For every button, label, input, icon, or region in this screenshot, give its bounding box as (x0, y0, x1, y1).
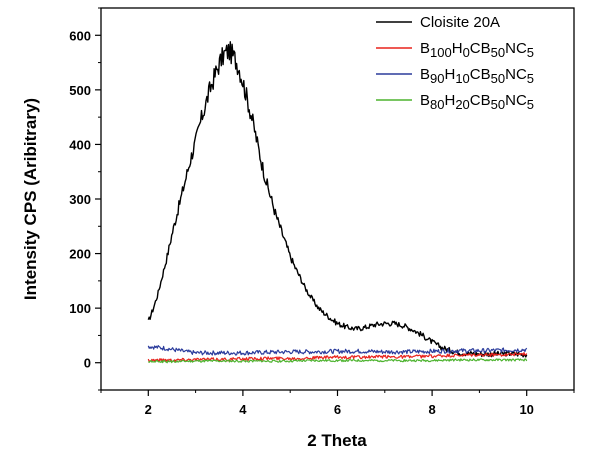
y-axis-title: Intensity CPS (Aribitrary) (21, 98, 40, 300)
legend-label-3: B80H20CB50NC5 (420, 92, 534, 112)
legend: Cloisite 20AB100H0CB50NC5B90H10CB50NC5B8… (376, 14, 534, 112)
y-tick-label: 300 (69, 192, 91, 207)
series-line-3 (147, 358, 528, 364)
legend-text-part: 5 (527, 45, 534, 60)
legend-text-part: 90 (430, 71, 444, 86)
legend-label-1: B100H0CB50NC5 (420, 40, 534, 60)
y-tick-label: 500 (69, 83, 91, 98)
series-line-2 (147, 345, 528, 356)
legend-text-part: Cloisite 20A (420, 14, 500, 31)
x-tick-label: 10 (519, 402, 533, 417)
legend-text-part: B (420, 40, 430, 57)
legend-text-part: CB (470, 92, 491, 109)
plot-frame (100, 7, 575, 391)
y-tick-label: 200 (69, 247, 91, 262)
legend-text-part: 20 (455, 97, 469, 112)
legend-label-2: B90H10CB50NC5 (420, 66, 534, 86)
legend-text-part: B (420, 92, 430, 109)
legend-text-part: NC (505, 92, 527, 109)
legend-text-part: 10 (455, 71, 469, 86)
x-tick-label: 4 (239, 402, 247, 417)
y-tick-label: 600 (69, 28, 91, 43)
legend-text-part: 50 (491, 45, 505, 60)
x-axis-title: 2 Theta (307, 431, 367, 450)
legend-text-part: 5 (527, 71, 534, 86)
x-tick-label: 2 (145, 402, 152, 417)
legend-text-part: 50 (491, 97, 505, 112)
legend-label-0: Cloisite 20A (420, 14, 500, 31)
legend-text-part: H (444, 66, 455, 83)
legend-text-part: CB (470, 66, 491, 83)
x-tick-label: 8 (428, 402, 435, 417)
legend-text-part: CB (470, 40, 491, 57)
legend-text-part: NC (505, 66, 527, 83)
legend-text-part: 80 (430, 97, 444, 112)
legend-text-part: B (420, 66, 430, 83)
legend-text-part: 0 (463, 45, 470, 60)
legend-text-part: H (444, 92, 455, 109)
legend-text-part: 5 (527, 97, 534, 112)
series-line-1 (147, 352, 528, 363)
y-tick-label: 0 (84, 356, 91, 371)
legend-text-part: 100 (430, 45, 452, 60)
x-tick-label: 6 (334, 402, 341, 417)
legend-text-part: 50 (491, 71, 505, 86)
legend-text-part: NC (505, 40, 527, 57)
y-tick-label: 400 (69, 137, 91, 152)
legend-text-part: H (452, 40, 463, 57)
series-layer (147, 41, 528, 364)
y-tick-label: 100 (69, 301, 91, 316)
series-line-0 (147, 41, 528, 358)
